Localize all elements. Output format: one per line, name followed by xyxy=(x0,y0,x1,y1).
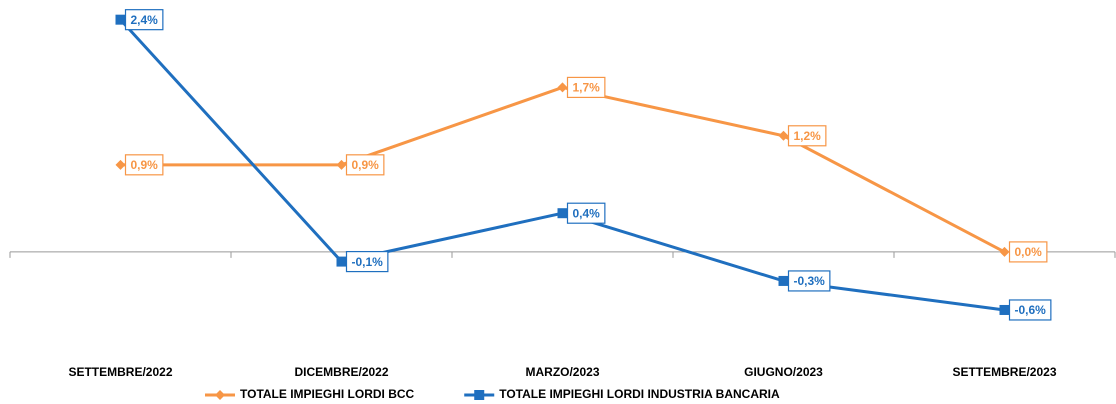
x-tick-label: MARZO/2023 xyxy=(525,365,599,379)
value-label: 0,9% xyxy=(345,154,385,176)
value-label-box xyxy=(124,154,164,176)
value-label-box xyxy=(787,125,827,147)
value-label-box xyxy=(124,9,164,31)
x-tick-label: DICEMBRE/2022 xyxy=(294,365,388,379)
value-label: 0,4% xyxy=(566,202,606,224)
value-label: -0,1% xyxy=(345,250,389,273)
value-label: 0,9% xyxy=(124,154,164,176)
point xyxy=(999,304,1010,315)
point xyxy=(336,256,347,267)
value-label-text: -0,1% xyxy=(352,255,384,269)
value-label-text: -0,3% xyxy=(794,274,826,288)
x-tick-label: SETTEMBRE/2022 xyxy=(68,365,172,379)
value-label-text: 0,4% xyxy=(573,206,601,220)
value-label-box xyxy=(345,154,385,176)
value-label: -0,3% xyxy=(787,270,831,292)
value-label-box xyxy=(787,270,831,292)
value-label-text: 0,9% xyxy=(131,158,159,172)
value-label-text: 1,2% xyxy=(794,129,822,143)
value-label: 1,2% xyxy=(787,125,827,147)
legend-label: TOTALE IMPIEGHI LORDI BCC xyxy=(240,387,415,401)
series-line xyxy=(120,85,1006,254)
value-label-box xyxy=(1008,241,1048,263)
series-line xyxy=(119,18,1005,312)
value-label-text: 2,4% xyxy=(131,13,159,27)
point xyxy=(336,159,347,170)
value-label-box xyxy=(345,250,389,273)
value-label-text: 0,0% xyxy=(1015,245,1043,259)
legend-marker xyxy=(474,390,485,400)
value-label: 0,0% xyxy=(1008,241,1048,263)
value-label-text: 1,7% xyxy=(573,81,601,95)
value-label: 2,4% xyxy=(124,9,164,31)
point xyxy=(115,159,126,170)
legend-marker xyxy=(215,390,225,400)
value-label-box xyxy=(566,202,606,224)
point xyxy=(115,14,126,25)
x-tick-label: SETTEMBRE/2023 xyxy=(952,365,1056,379)
value-label-box xyxy=(566,76,606,99)
value-label: -0,6% xyxy=(1008,299,1052,321)
point xyxy=(778,130,789,141)
value-label-text: 0,9% xyxy=(352,158,380,172)
point xyxy=(999,246,1010,257)
value-label-box xyxy=(1008,299,1052,321)
value-label: 1,7% xyxy=(566,76,606,99)
point xyxy=(557,82,568,93)
point xyxy=(778,275,789,286)
x-tick-label: GIUGNO/2023 xyxy=(744,365,823,379)
value-label-text: -0,6% xyxy=(1015,303,1047,317)
legend-label: TOTALE IMPIEGHI LORDI INDUSTRIA BANCARIA xyxy=(499,387,780,401)
point xyxy=(557,208,568,219)
